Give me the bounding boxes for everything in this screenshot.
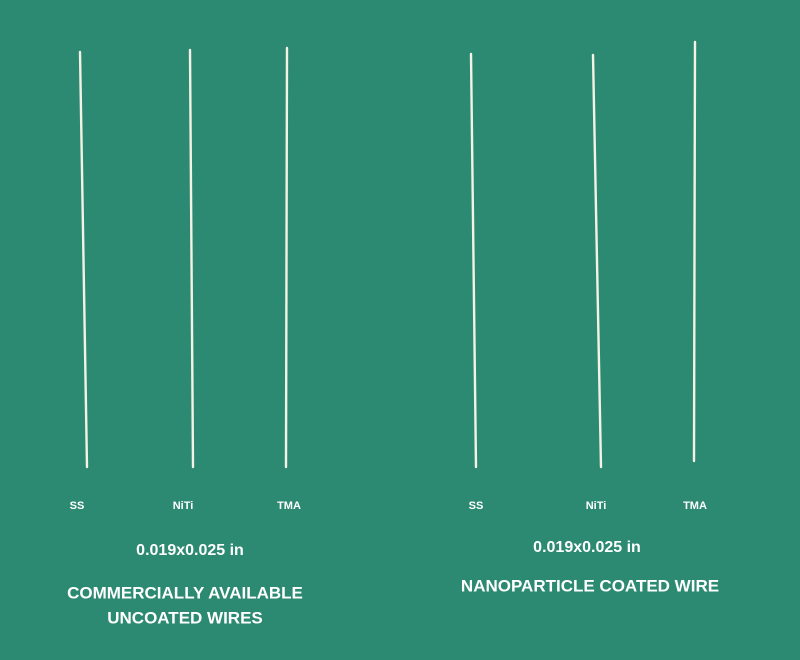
caption: COMMERCIALLY AVAILABLE [67,583,303,602]
wire [284,46,289,469]
wire-label: SS [70,500,85,512]
wire [78,50,89,469]
wire-label: NiTi [586,500,607,512]
wire [591,53,603,469]
wire-label: NiTi [173,500,194,512]
wire-label: TMA [277,500,301,512]
wire [188,48,195,469]
wire [469,52,478,469]
wire [692,40,697,463]
wire-label: TMA [683,500,707,512]
wire-label: SS [469,500,484,512]
caption: NANOPARTICLE COATED WIRE [461,576,719,595]
caption: UNCOATED WIRES [107,608,263,627]
wire-size: 0.019x0.025 in [533,539,641,556]
wire-size: 0.019x0.025 in [136,542,244,559]
